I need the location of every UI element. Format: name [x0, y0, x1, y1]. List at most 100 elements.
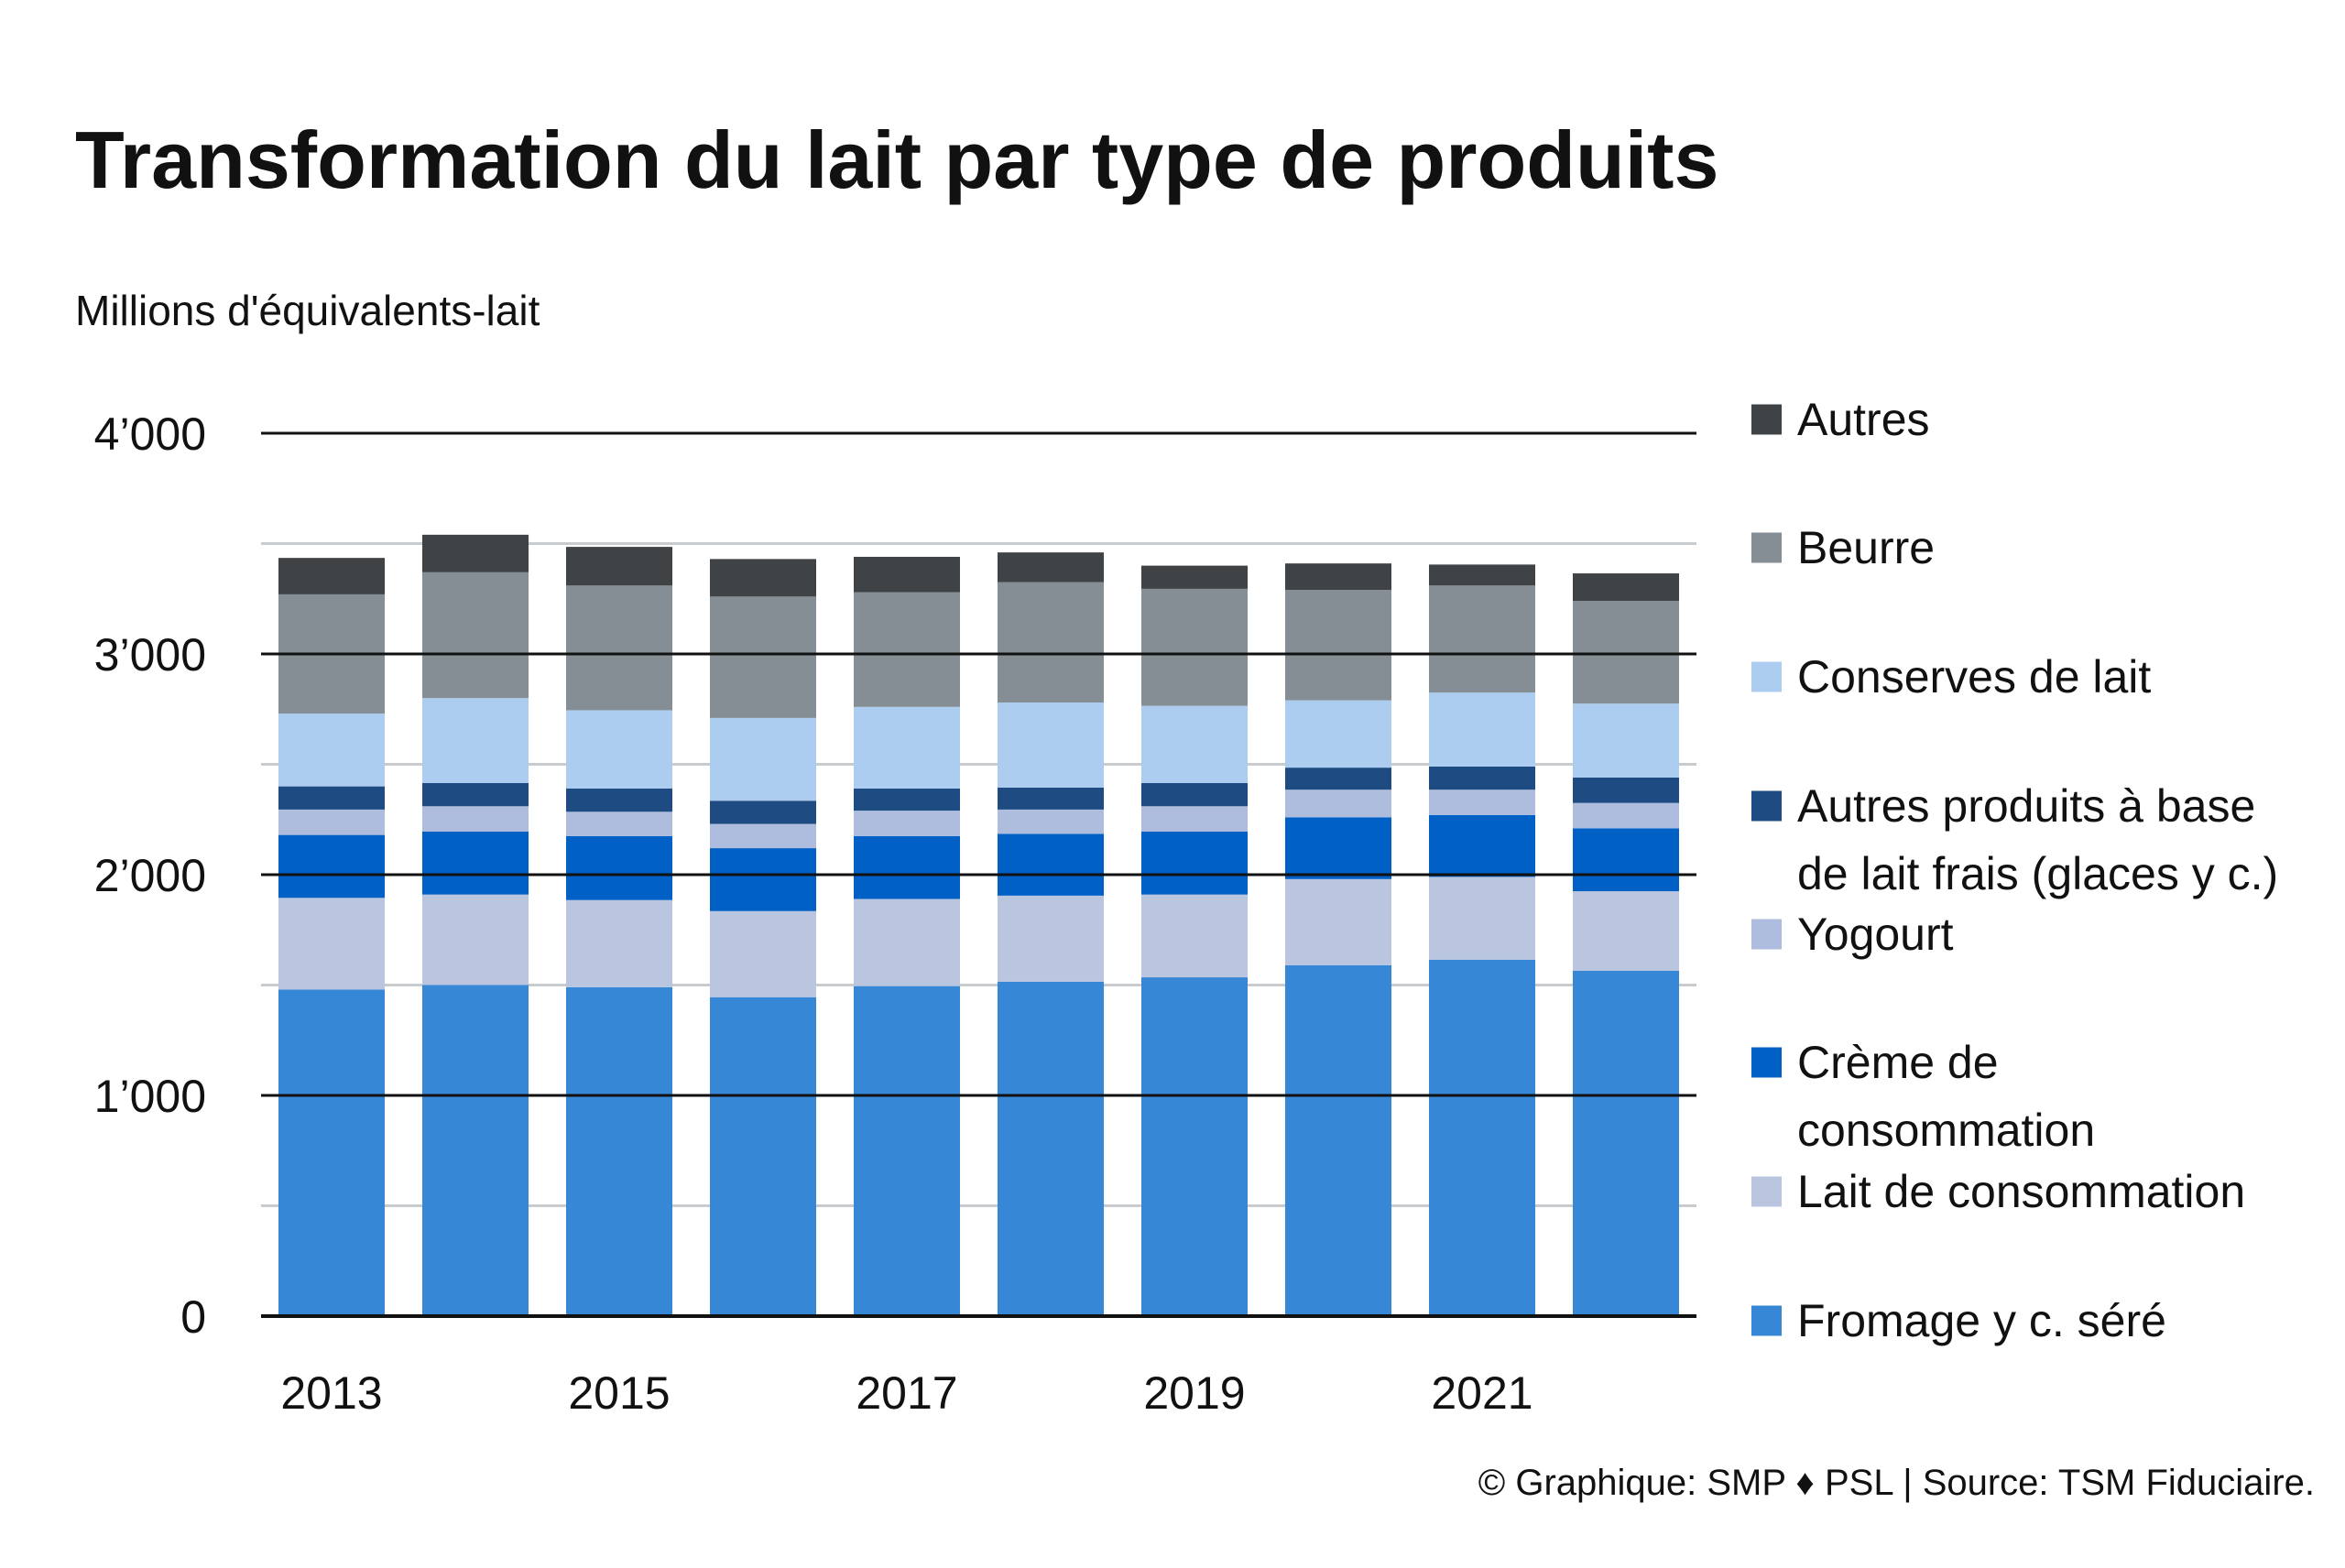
- bar-segment-2017-7: [854, 556, 960, 593]
- bar-segment-2013-0: [278, 989, 385, 1316]
- legend: Autres Beurre Conserves de lait Autres prod…: [1751, 394, 2278, 1346]
- bar-segment-2020-2: [1285, 817, 1391, 879]
- legend-swatch: [1751, 532, 1782, 563]
- legend-label: Beurre: [1797, 522, 1935, 573]
- bar-segment-2022-5: [1573, 703, 1679, 778]
- bar-segment-2022-0: [1573, 970, 1679, 1316]
- legend-swatch: [1751, 661, 1782, 692]
- legend-label: Autres: [1797, 394, 1930, 445]
- x-tick-label: 2017: [856, 1367, 957, 1419]
- legend-label: consommation: [1797, 1105, 2095, 1156]
- bar-segment-2022-1: [1573, 891, 1679, 971]
- bar-segment-2021-1: [1429, 877, 1535, 960]
- x-tick-label: 2019: [1143, 1367, 1245, 1419]
- bar-segment-2013-7: [278, 558, 385, 594]
- bar-segment-2020-1: [1285, 878, 1391, 965]
- legend-entry: Autres produits à base de lait frais (gla…: [1751, 780, 2278, 899]
- y-axis-ticks: 0 1’000 2’000 3’000 4’000: [94, 408, 206, 1343]
- legend-label: Yogourt: [1797, 909, 1954, 960]
- bar-segment-2014-1: [422, 894, 529, 985]
- legend-label: Fromage y c. séré: [1797, 1295, 2166, 1346]
- bars: [261, 431, 1696, 1318]
- bar-segment-2018-2: [998, 833, 1104, 896]
- bar-segment-2021-2: [1429, 814, 1535, 877]
- bar-segment-2022-2: [1573, 828, 1679, 892]
- bar-segment-2019-5: [1141, 705, 1248, 783]
- x-axis-ticks: 2013 2015 2017 2019 2021: [280, 1367, 1532, 1419]
- credit-line: © Graphique: SMP ♦ PSL | Source: TSM Fid…: [1478, 1463, 2315, 1503]
- bar-segment-2014-4: [422, 782, 529, 807]
- bar-segment-2013-3: [278, 809, 385, 835]
- bar-segment-2022-7: [1573, 573, 1679, 602]
- bar-segment-2019-4: [1141, 782, 1248, 807]
- bar-segment-2016-6: [710, 596, 816, 718]
- legend-label: Autres produits à base: [1797, 780, 2255, 832]
- legend-entry: Crème de consommation: [1751, 1037, 2095, 1156]
- bar-segment-2020-0: [1285, 964, 1391, 1316]
- bar-segment-2021-5: [1429, 692, 1535, 767]
- y-tick-label: 3’000: [94, 629, 206, 681]
- bar-segment-2019-7: [1141, 565, 1248, 589]
- bar-segment-2017-6: [854, 592, 960, 707]
- bar-segment-2015-7: [566, 547, 672, 586]
- legend-entry: Lait de consommation: [1751, 1166, 2245, 1217]
- bar-stack-2013: [278, 558, 385, 1316]
- legend-label: Crème de: [1797, 1037, 1999, 1088]
- bar-stack-2018: [998, 552, 1104, 1316]
- bar-stack-2016: [710, 559, 816, 1316]
- bar-segment-2020-7: [1285, 563, 1391, 591]
- bar-segment-2019-0: [1141, 977, 1248, 1316]
- bar-segment-2013-1: [278, 898, 385, 990]
- bar-segment-2016-4: [710, 800, 816, 824]
- bar-stack-2022: [1573, 573, 1679, 1316]
- x-tick-label: 2021: [1431, 1367, 1532, 1419]
- bar-segment-2015-2: [566, 835, 672, 900]
- bar-segment-2014-2: [422, 832, 529, 895]
- x-tick-label: 2013: [280, 1367, 382, 1419]
- legend-entry: Conserves de lait: [1751, 651, 2151, 702]
- legend-swatch: [1751, 1047, 1782, 1078]
- y-tick-label: 1’000: [94, 1071, 206, 1122]
- bar-segment-2018-1: [998, 895, 1104, 982]
- bar-segment-2014-0: [422, 985, 529, 1316]
- bar-segment-2014-7: [422, 534, 529, 572]
- bar-segment-2014-6: [422, 572, 529, 699]
- bar-segment-2015-6: [566, 585, 672, 711]
- legend-swatch: [1751, 790, 1782, 822]
- bar-segment-2021-6: [1429, 585, 1535, 693]
- legend-swatch: [1751, 1176, 1782, 1207]
- bar-stack-2021: [1429, 564, 1535, 1316]
- y-tick-label: 0: [180, 1291, 206, 1343]
- legend-label: de lait frais (glaces y c.): [1797, 848, 2278, 899]
- bar-stack-2015: [566, 547, 672, 1316]
- bar-segment-2016-5: [710, 717, 816, 801]
- bar-segment-2019-3: [1141, 806, 1248, 833]
- bar-segment-2016-3: [710, 823, 816, 849]
- bar-segment-2016-0: [710, 996, 816, 1316]
- bar-segment-2018-4: [998, 787, 1104, 810]
- bar-segment-2021-7: [1429, 564, 1535, 586]
- bar-segment-2014-5: [422, 698, 529, 783]
- bar-segment-2013-2: [278, 834, 385, 898]
- bar-stack-2019: [1141, 565, 1248, 1316]
- bar-segment-2013-5: [278, 713, 385, 787]
- bar-segment-2017-3: [854, 811, 960, 836]
- bar-segment-2015-1: [566, 899, 672, 987]
- bar-segment-2014-3: [422, 806, 529, 833]
- bar-stack-2014: [422, 534, 529, 1316]
- bar-segment-2019-6: [1141, 588, 1248, 706]
- bar-segment-2022-6: [1573, 601, 1679, 704]
- bar-segment-2015-3: [566, 811, 672, 836]
- bar-segment-2017-5: [854, 706, 960, 789]
- bar-segment-2020-3: [1285, 789, 1391, 818]
- bar-segment-2018-6: [998, 582, 1104, 703]
- bar-segment-2020-5: [1285, 700, 1391, 768]
- bar-segment-2020-4: [1285, 768, 1391, 790]
- legend-entry: Yogourt: [1751, 909, 1954, 960]
- y-tick-label: 4’000: [94, 408, 206, 460]
- bar-segment-2021-3: [1429, 789, 1535, 815]
- legend-label: Conserves de lait: [1797, 651, 2151, 702]
- bar-stack-2017: [854, 556, 960, 1316]
